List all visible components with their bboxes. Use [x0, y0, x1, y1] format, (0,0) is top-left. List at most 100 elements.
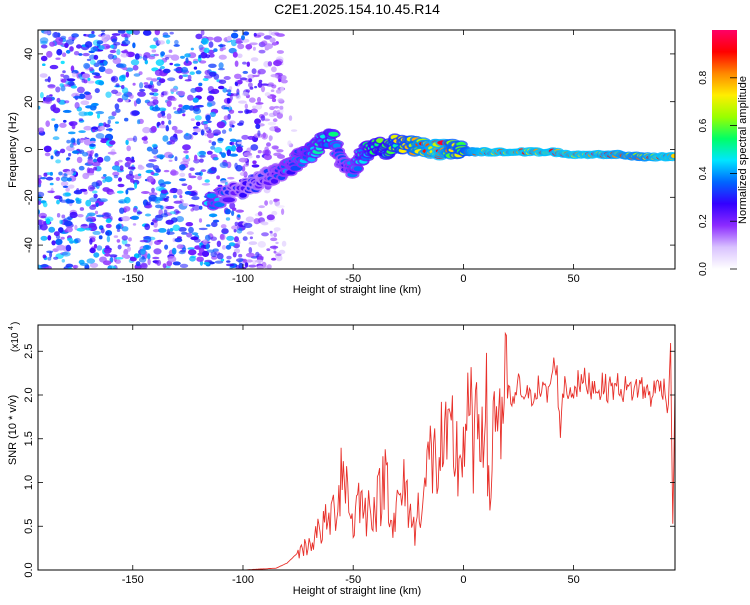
spectrogram-noise-cell [212, 219, 220, 223]
spectrogram-noise-cell [76, 227, 86, 232]
spectrogram-noise-cell [93, 244, 98, 249]
spectrogram-noise-cell [238, 100, 247, 104]
spectrogram-noise-cell [256, 265, 264, 269]
spectrogram-noise-cell [206, 249, 215, 253]
spectrogram-ridge-cell [270, 178, 279, 184]
spectrogram-noise-cell [166, 231, 175, 235]
spectrogram-noise-cell [165, 205, 175, 210]
spectrogram-noise-cell [56, 199, 60, 205]
spectrogram-noise-cell [230, 93, 239, 97]
spectrogram-noise-cell [171, 247, 177, 255]
spectrogram-noise-cell [172, 261, 181, 266]
spectrogram-noise-cell [117, 98, 124, 103]
spectrogram-noise-cell [238, 157, 248, 163]
spectrogram-noise-cell [52, 103, 57, 110]
spectrogram-noise-cell [86, 167, 91, 175]
spectrogram-noise-cell [233, 229, 237, 233]
spectrogram-noise-cell [228, 127, 233, 132]
spectrogram-noise-cell [206, 132, 215, 139]
spectrogram-noise-cell [185, 132, 189, 137]
spectrogram-noise-cell [266, 248, 271, 252]
spectrogram-noise-cell [93, 166, 98, 171]
spectrogram-noise-cell [243, 31, 250, 36]
spectrogram-noise-cell [67, 131, 76, 135]
spectrogram-noise-cell [237, 214, 241, 218]
spectrogram-noise-cell [114, 161, 120, 167]
spectrogram-noise-cell [190, 118, 195, 121]
spectrogram-noise-cell [92, 190, 98, 194]
spectrogram-noise-cell [167, 77, 176, 82]
spectrogram-noise-cell [183, 150, 189, 154]
spectrogram-noise-cell [104, 68, 113, 75]
spectrogram-noise-cell [150, 125, 157, 133]
y-tick-label: -40 [23, 237, 35, 253]
spectrogram-noise-cell [47, 84, 56, 89]
spectrogram-noise-cell [210, 166, 216, 172]
spectrogram-noise-cell [163, 90, 169, 96]
spectrogram-noise-cell [151, 143, 158, 148]
spectrogram-noise-cell [214, 260, 224, 264]
spectrogram-noise-cell [206, 102, 213, 108]
spectrogram-noise-cell [221, 47, 226, 50]
spectrogram-noise-cell [268, 95, 272, 99]
spectrogram-noise-cell [64, 42, 69, 49]
spectrogram-noise-cell [73, 51, 80, 56]
x-tick-label: 50 [567, 273, 579, 285]
spectrogram-noise-cell [44, 78, 49, 82]
spectrogram-noise-cell [177, 90, 186, 96]
spectrogram-noise-cell [132, 42, 136, 49]
spectrogram-noise-cell [273, 60, 282, 67]
spectrogram-noise-cell [154, 30, 160, 36]
spectrogram-noise-cell [70, 85, 78, 89]
colorbar-ticks: 0.0 0.2 0.4 0.6 0.8 [698, 70, 737, 276]
spectrogram-noise-cell [258, 205, 266, 209]
spectrogram-noise-cell [229, 138, 237, 142]
spectrogram-noise-cell [155, 59, 165, 66]
spectrogram-noise-cell [242, 70, 249, 74]
spectrogram-noise-cell [162, 135, 169, 142]
spectrogram-noise-cell [126, 187, 135, 191]
spectrogram-noise-cell [248, 247, 253, 254]
spectrogram-noise-cell [194, 154, 198, 161]
spectrogram-noise-cell [46, 50, 53, 58]
spectrogram-noise-cell [163, 181, 172, 185]
spectrogram-noise-cell [250, 108, 258, 114]
spectrogram-noise-cell [93, 54, 99, 60]
spectrogram-noise-cell [228, 242, 236, 247]
spectrogram-noise-cell [109, 49, 117, 54]
snr-series-line [38, 331, 675, 570]
spectrogram-noise-cell [270, 89, 275, 92]
spectrogram-noise-cell [236, 141, 243, 145]
spectrogram-noise-cell [195, 121, 201, 127]
spectrogram-noise-cell [270, 233, 274, 237]
spectrogram-noise-cell [79, 207, 85, 211]
spectrogram-noise-cell [101, 34, 110, 41]
spectrogram-noise-cell [217, 137, 224, 142]
spectrogram-noise-cell [151, 49, 157, 53]
spectrogram-noise-cell [81, 73, 91, 79]
x-tick-label: 0 [460, 574, 466, 586]
spectrogram-noise-cell [169, 139, 176, 145]
spectrogram-noise-cell [266, 142, 271, 147]
spectrogram-noise-cell [114, 103, 120, 110]
spectrogram-noise-cell [269, 245, 279, 249]
spectrogram-noise-cell [38, 127, 45, 133]
spectrogram-noise-cell [225, 145, 233, 152]
spectrogram-noise-cell [238, 262, 244, 269]
spectrogram-noise-cell [232, 251, 237, 258]
spectrogram-noise-cell [245, 252, 255, 258]
spectrogram-ridge-cell [214, 202, 225, 208]
spectrogram-noise-cell [210, 145, 216, 150]
spectrogram-noise-cell [86, 80, 95, 84]
spectrogram-noise-cell [132, 82, 136, 86]
spectrogram-noise-cell [273, 227, 281, 232]
spectrogram-noise-cell [117, 159, 123, 163]
y-tick-label: 1.0 [23, 475, 35, 490]
spectrogram-noise-cell [241, 165, 246, 172]
spectrogram-noise-cell [96, 113, 101, 119]
spectrogram-noise-cell [261, 40, 268, 46]
spectrogram-noise-cell [84, 227, 92, 231]
spectrogram-noise-cell [245, 216, 255, 223]
spectrogram-noise-cell [85, 105, 93, 109]
spectrogram-noise-cell [101, 30, 106, 33]
